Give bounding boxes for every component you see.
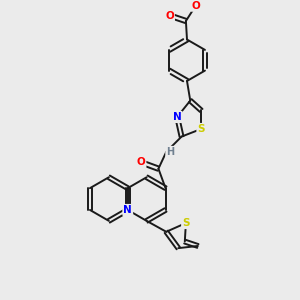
Text: O: O: [191, 1, 200, 11]
Text: O: O: [136, 157, 146, 167]
Text: N: N: [173, 112, 182, 122]
Text: S: S: [182, 218, 190, 228]
Text: S: S: [197, 124, 205, 134]
Text: O: O: [165, 11, 174, 20]
Text: H: H: [166, 147, 174, 157]
Text: N: N: [123, 205, 132, 215]
